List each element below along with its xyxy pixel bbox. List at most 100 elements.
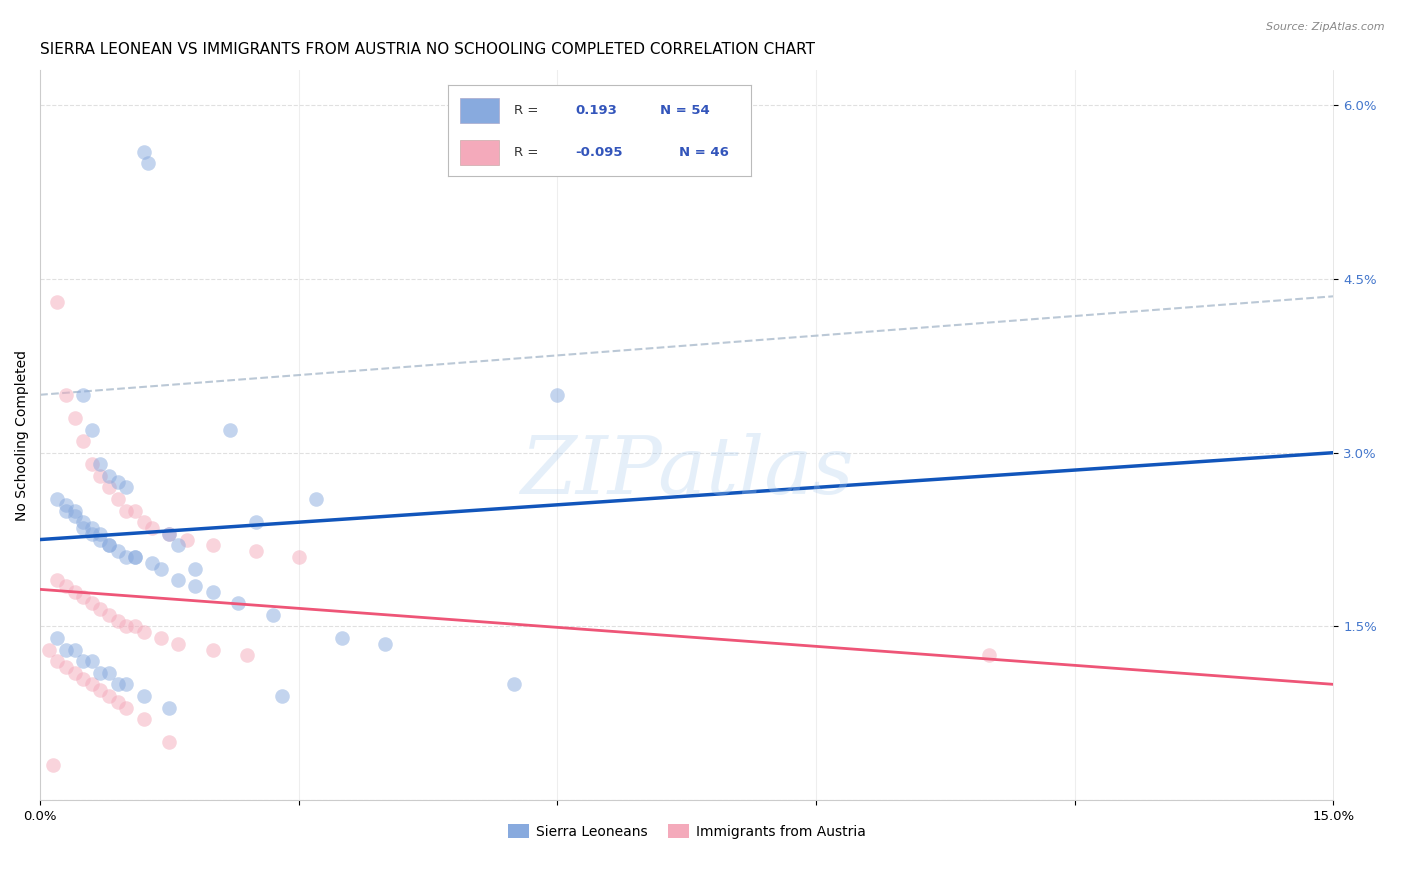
- Point: [72, 388, 94, 402]
- Point: [80, 526, 103, 541]
- Point: [132, 625, 155, 640]
- Point: [107, 544, 129, 558]
- Point: [149, 631, 172, 645]
- Point: [46, 295, 69, 310]
- Text: ZIPatlas: ZIPatlas: [520, 433, 853, 510]
- Point: [136, 156, 159, 170]
- Text: SIERRA LEONEAN VS IMMIGRANTS FROM AUSTRIA NO SCHOOLING COMPLETED CORRELATION CHA: SIERRA LEONEAN VS IMMIGRANTS FROM AUSTRI…: [41, 42, 815, 57]
- Point: [107, 475, 129, 489]
- Point: [107, 695, 129, 709]
- Point: [89, 468, 111, 483]
- Point: [63, 642, 86, 657]
- Point: [107, 491, 129, 506]
- Point: [228, 596, 250, 610]
- Point: [89, 457, 111, 471]
- Point: [63, 665, 86, 680]
- Point: [107, 614, 129, 628]
- Point: [236, 648, 259, 663]
- Point: [141, 521, 163, 535]
- Point: [46, 491, 69, 506]
- Point: [80, 521, 103, 535]
- Point: [124, 619, 146, 633]
- Point: [46, 631, 69, 645]
- Point: [184, 579, 207, 593]
- Point: [55, 642, 77, 657]
- Point: [55, 503, 77, 517]
- Point: [124, 503, 146, 517]
- Point: [89, 602, 111, 616]
- Point: [63, 584, 86, 599]
- Y-axis label: No Schooling Completed: No Schooling Completed: [15, 350, 30, 521]
- Point: [98, 665, 121, 680]
- Point: [80, 596, 103, 610]
- Point: [218, 423, 240, 437]
- Point: [115, 503, 138, 517]
- Point: [124, 549, 146, 564]
- Point: [270, 689, 292, 703]
- Point: [107, 677, 129, 691]
- Point: [201, 538, 224, 552]
- Point: [89, 665, 111, 680]
- Point: [159, 526, 181, 541]
- Point: [55, 498, 77, 512]
- Point: [98, 607, 121, 622]
- Point: [55, 660, 77, 674]
- Point: [503, 677, 526, 691]
- Point: [546, 388, 568, 402]
- Point: [46, 654, 69, 668]
- Point: [330, 631, 353, 645]
- Point: [115, 677, 138, 691]
- Point: [159, 735, 181, 749]
- Point: [115, 700, 138, 714]
- Point: [245, 544, 267, 558]
- Point: [72, 672, 94, 686]
- Legend: Sierra Leoneans, Immigrants from Austria: Sierra Leoneans, Immigrants from Austria: [502, 818, 872, 845]
- Point: [115, 549, 138, 564]
- Point: [167, 573, 190, 587]
- Point: [176, 533, 198, 547]
- Point: [98, 480, 121, 494]
- Point: [63, 411, 86, 425]
- Point: [98, 689, 121, 703]
- Point: [89, 533, 111, 547]
- Point: [115, 619, 138, 633]
- Point: [72, 515, 94, 529]
- Point: [98, 538, 121, 552]
- Point: [72, 434, 94, 449]
- Point: [132, 712, 155, 726]
- Point: [124, 549, 146, 564]
- Text: Source: ZipAtlas.com: Source: ZipAtlas.com: [1267, 22, 1385, 32]
- Point: [167, 538, 190, 552]
- Point: [132, 689, 155, 703]
- Point: [63, 509, 86, 524]
- Point: [159, 700, 181, 714]
- Point: [98, 468, 121, 483]
- Point: [132, 515, 155, 529]
- Point: [141, 556, 163, 570]
- Point: [132, 145, 155, 159]
- Point: [55, 579, 77, 593]
- Point: [245, 515, 267, 529]
- Point: [55, 388, 77, 402]
- Point: [80, 677, 103, 691]
- Point: [201, 642, 224, 657]
- Point: [149, 561, 172, 575]
- Point: [159, 526, 181, 541]
- Point: [167, 637, 190, 651]
- Point: [305, 491, 328, 506]
- Point: [201, 584, 224, 599]
- Point: [115, 480, 138, 494]
- Point: [89, 526, 111, 541]
- Point: [89, 683, 111, 698]
- Point: [72, 591, 94, 605]
- Point: [72, 654, 94, 668]
- Point: [80, 654, 103, 668]
- Point: [184, 561, 207, 575]
- Point: [80, 457, 103, 471]
- Point: [262, 607, 284, 622]
- Point: [374, 637, 396, 651]
- Point: [288, 549, 311, 564]
- Point: [98, 538, 121, 552]
- Point: [72, 521, 94, 535]
- Point: [38, 642, 60, 657]
